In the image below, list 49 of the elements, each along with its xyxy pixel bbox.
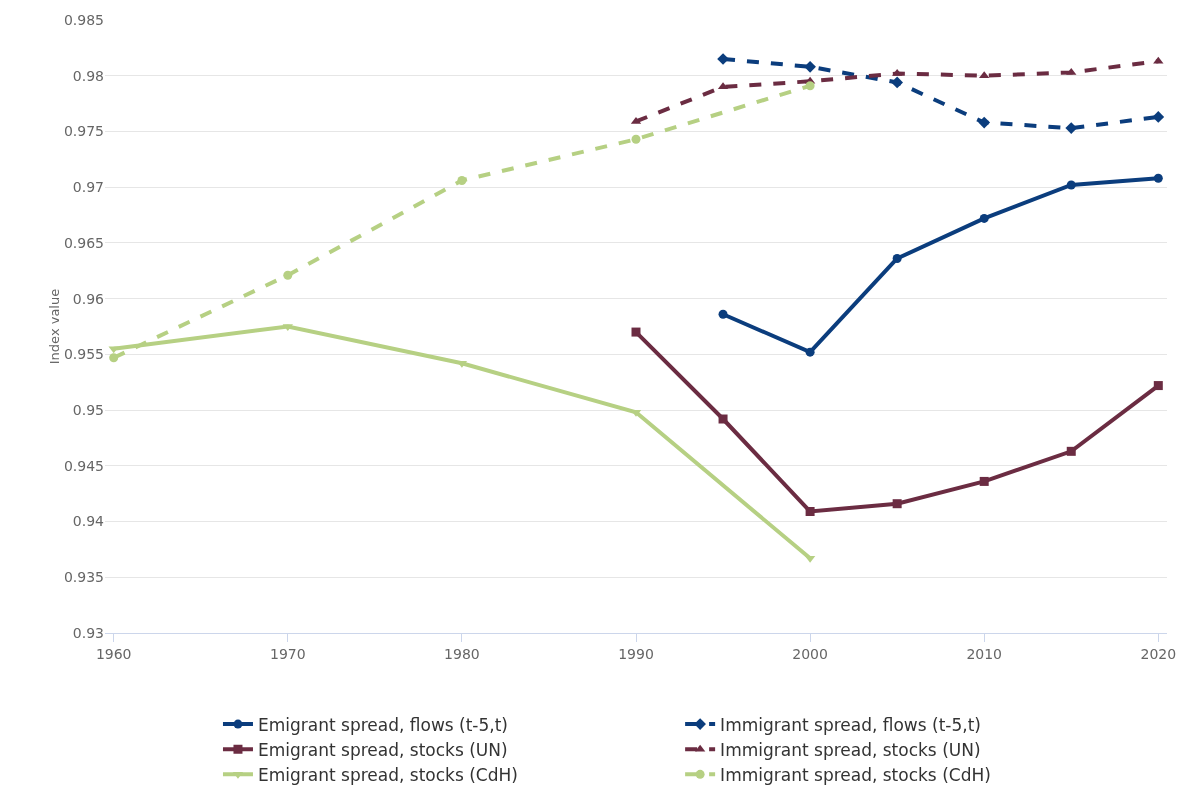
legend-label: Emigrant spread, flows (t-5,t): [257, 714, 508, 735]
y-tick-label: 0.935: [63, 569, 104, 586]
point: [1153, 173, 1163, 183]
x-tick-label: 1980: [444, 645, 480, 662]
point: [979, 213, 989, 223]
y-tick-label: 0.97: [72, 179, 104, 196]
y-tick-label: 0.94: [72, 513, 105, 530]
point: [631, 134, 641, 144]
point: [1153, 381, 1163, 391]
point: [804, 60, 816, 73]
point: [978, 116, 991, 129]
point: [631, 327, 641, 337]
point: [1066, 446, 1076, 456]
legend-label: Immigrant spread, stocks (UN): [720, 739, 981, 760]
point: [979, 476, 989, 486]
x-tick-label: 1970: [269, 645, 306, 662]
point: [1152, 111, 1165, 123]
x-tick-label: 2000: [792, 645, 828, 662]
y-tick-label: 0.95: [72, 401, 104, 418]
point: [805, 81, 815, 91]
y-tick-label: 0.975: [63, 123, 104, 140]
point: [892, 254, 902, 264]
y-axis-title: Index value: [46, 288, 62, 365]
point: [283, 270, 293, 280]
point: [718, 414, 728, 424]
y-tick-label: 0.985: [63, 11, 104, 28]
x-tick-label: 2010: [966, 645, 1003, 662]
y-tick-label: 0.965: [63, 234, 104, 251]
point: [805, 347, 815, 357]
point: [805, 507, 815, 517]
point: [109, 353, 119, 363]
point: [891, 76, 903, 89]
x-tick-label: 1990: [618, 645, 654, 662]
legend-label: Emigrant spread, stocks (CdH): [257, 764, 518, 785]
y-tick-label: 0.93: [72, 624, 104, 641]
y-tick-label: 0.98: [72, 67, 104, 84]
legend-label: Immigrant spread, stocks (CdH): [720, 764, 991, 785]
point: [718, 309, 728, 319]
point: [1066, 67, 1077, 75]
x-tick-label: 2020: [1140, 645, 1177, 662]
y-tick-label: 0.955: [63, 346, 104, 363]
y-tick-label: 0.945: [63, 457, 104, 474]
point: [892, 499, 902, 509]
point: [457, 175, 467, 185]
point: [1066, 180, 1076, 190]
y-tick-label: 0.96: [72, 290, 105, 307]
legend-label: Emigrant spread, stocks (UN): [257, 739, 508, 760]
x-tick-label: 1960: [95, 645, 132, 662]
legend-label: Immigrant spread, flows (t-5,t): [720, 714, 981, 735]
